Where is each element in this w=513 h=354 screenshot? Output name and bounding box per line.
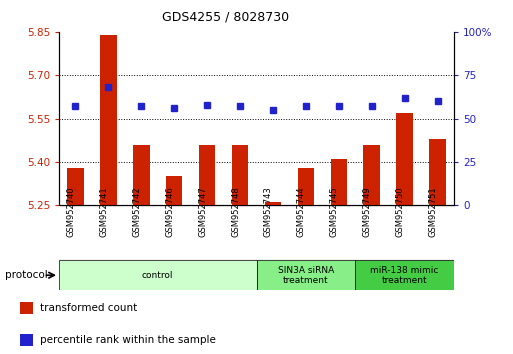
Text: GSM952744: GSM952744 <box>297 187 306 237</box>
Bar <box>364 144 380 205</box>
Bar <box>256 260 355 290</box>
Bar <box>355 260 454 290</box>
Bar <box>429 139 446 205</box>
Bar <box>100 35 116 205</box>
Bar <box>265 202 281 205</box>
Bar <box>397 113 413 205</box>
Bar <box>232 144 248 205</box>
Text: miR-138 mimic
treatment: miR-138 mimic treatment <box>370 266 439 285</box>
Text: transformed count: transformed count <box>41 303 137 313</box>
Text: GSM952749: GSM952749 <box>363 187 372 237</box>
Text: GSM952747: GSM952747 <box>198 187 207 237</box>
Bar <box>298 168 314 205</box>
Bar <box>133 144 149 205</box>
Bar <box>330 159 347 205</box>
Bar <box>67 168 84 205</box>
Bar <box>166 176 183 205</box>
Text: GSM952751: GSM952751 <box>428 187 438 237</box>
Text: control: control <box>142 271 173 280</box>
Bar <box>59 260 256 290</box>
Text: GSM952742: GSM952742 <box>132 187 141 237</box>
Text: GSM952743: GSM952743 <box>264 187 273 237</box>
Text: GSM952745: GSM952745 <box>330 187 339 237</box>
Bar <box>199 144 215 205</box>
Bar <box>21 334 33 346</box>
Text: GSM952750: GSM952750 <box>396 187 405 237</box>
Text: percentile rank within the sample: percentile rank within the sample <box>41 335 216 345</box>
Text: GSM952740: GSM952740 <box>67 187 75 237</box>
Text: GDS4255 / 8028730: GDS4255 / 8028730 <box>162 11 289 24</box>
Bar <box>21 302 33 314</box>
Text: protocol: protocol <box>5 270 48 280</box>
Text: GSM952746: GSM952746 <box>165 187 174 237</box>
Text: GSM952748: GSM952748 <box>231 187 240 237</box>
Text: GSM952741: GSM952741 <box>100 187 108 237</box>
Text: SIN3A siRNA
treatment: SIN3A siRNA treatment <box>278 266 334 285</box>
